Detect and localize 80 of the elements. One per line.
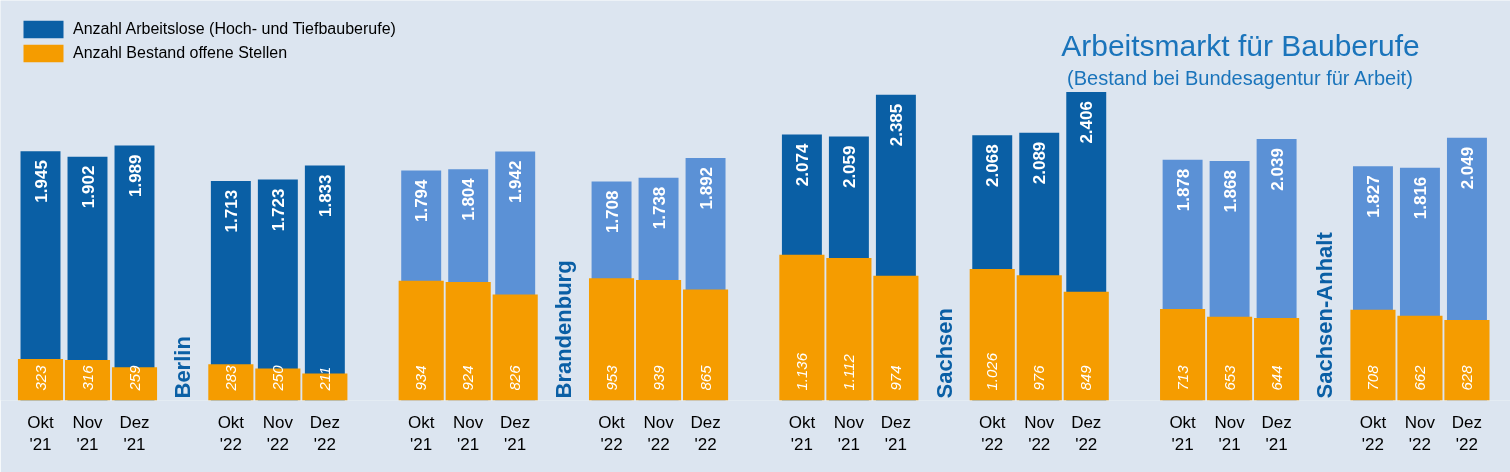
data-label: 2.039 [1267,148,1287,191]
data-label: 316 [78,364,96,391]
data-label: 934 [412,365,430,391]
data-label: 1.112 [839,353,857,391]
x-tick-label: Dez '22 [1451,412,1483,455]
x-tick-label: Nov '22 [643,412,675,455]
data-label: 211 [315,366,333,392]
annotation: Sachsen-Anhalt [1312,231,1338,399]
chart-title: Arbeitsmarkt für Bauberufe [1061,29,1420,62]
data-label: 644 [1267,365,1285,391]
x-tick-label: Nov '21 [1214,412,1246,455]
data-label: 1.026 [983,352,1001,391]
data-label: 708 [1363,364,1381,391]
data-label: 713 [1173,364,1191,391]
legend-label: Anzahl Bestand offene Stellen [73,44,288,62]
data-label: 1.892 [696,166,716,210]
data-label: 1.713 [221,189,241,233]
data-label: 1.136 [792,352,810,391]
data-label: 1.833 [315,174,335,218]
data-label: 826 [506,364,524,391]
x-tick-label: Nov '21 [72,412,104,455]
data-label: 953 [602,364,620,391]
data-label: 849 [1077,364,1095,391]
x-tick-label: Nov '22 [1404,412,1436,455]
x-tick-label: Okt '21 [27,412,54,455]
x-tick-label: Okt '21 [407,412,435,455]
data-label: 1.708 [602,190,622,234]
x-tick-label: Dez '22 [309,412,340,455]
chart-subtitle: (Bestand bei Bundesagentur für Arbeit) [1067,66,1413,89]
data-label: 1.804 [459,177,479,221]
data-label: 1.827 [1363,175,1383,218]
x-tick-label: Nov '22 [1024,412,1055,455]
annotation: Brandenburg [550,260,576,399]
x-tick-label: Dez '22 [1071,412,1102,455]
x-tick-label: Okt '22 [217,412,245,455]
data-label: 653 [1220,364,1238,391]
data-label: 1.868 [1220,170,1240,213]
data-label: 259 [125,364,143,392]
data-label: 1.945 [31,160,51,203]
x-tick-label: Nov '21 [453,412,484,455]
x-tick-label: Okt '22 [1359,412,1387,455]
data-label: 1.816 [1410,176,1430,220]
data-label: 939 [649,364,667,391]
data-label: 2.406 [1077,101,1097,144]
data-label: 2.385 [886,103,906,147]
data-label: 1.989 [125,154,145,198]
data-label: 250 [268,364,286,392]
data-label: 2.049 [1457,146,1477,190]
annotation: Sachsen [931,308,957,399]
legend-label: Anzahl Arbeitslose (Hoch- und Tiefbauberufe) [73,20,396,38]
x-tick-label: Dez '21 [880,412,912,455]
x-tick-label: Okt '21 [788,412,816,455]
x-tick-label: Okt '22 [979,412,1006,455]
x-tick-label: Dez '21 [1261,412,1292,455]
data-label: 2.068 [983,144,1003,187]
data-label: 1.723 [268,188,288,232]
data-label: 976 [1030,364,1048,391]
data-label: 323 [31,364,49,391]
data-label: 662 [1410,364,1428,391]
x-tick-label: Okt '22 [598,412,626,455]
data-label: 865 [696,364,714,391]
data-label: 1.902 [78,165,98,209]
data-label: 2.059 [839,145,859,189]
x-tick-label: Nov '21 [833,412,865,455]
data-label: 1.878 [1173,168,1193,212]
data-label: 628 [1457,364,1475,391]
annotation: Berlin [170,336,196,399]
data-label: 1.942 [506,160,526,204]
data-label: 1.738 [649,186,669,230]
data-label: 2.074 [792,143,812,187]
x-tick-label: Dez '21 [500,412,531,455]
x-tick-label: Okt '21 [1169,412,1197,455]
x-tick-label: Dez '22 [690,412,721,455]
data-label: 283 [221,364,239,392]
data-label: 2.089 [1030,141,1050,185]
x-tick-label: Dez '21 [119,412,150,455]
x-tick-label: Nov '22 [262,412,294,455]
data-label: 1.794 [412,178,432,223]
data-label: 924 [459,365,477,391]
data-label: 974 [886,365,904,391]
